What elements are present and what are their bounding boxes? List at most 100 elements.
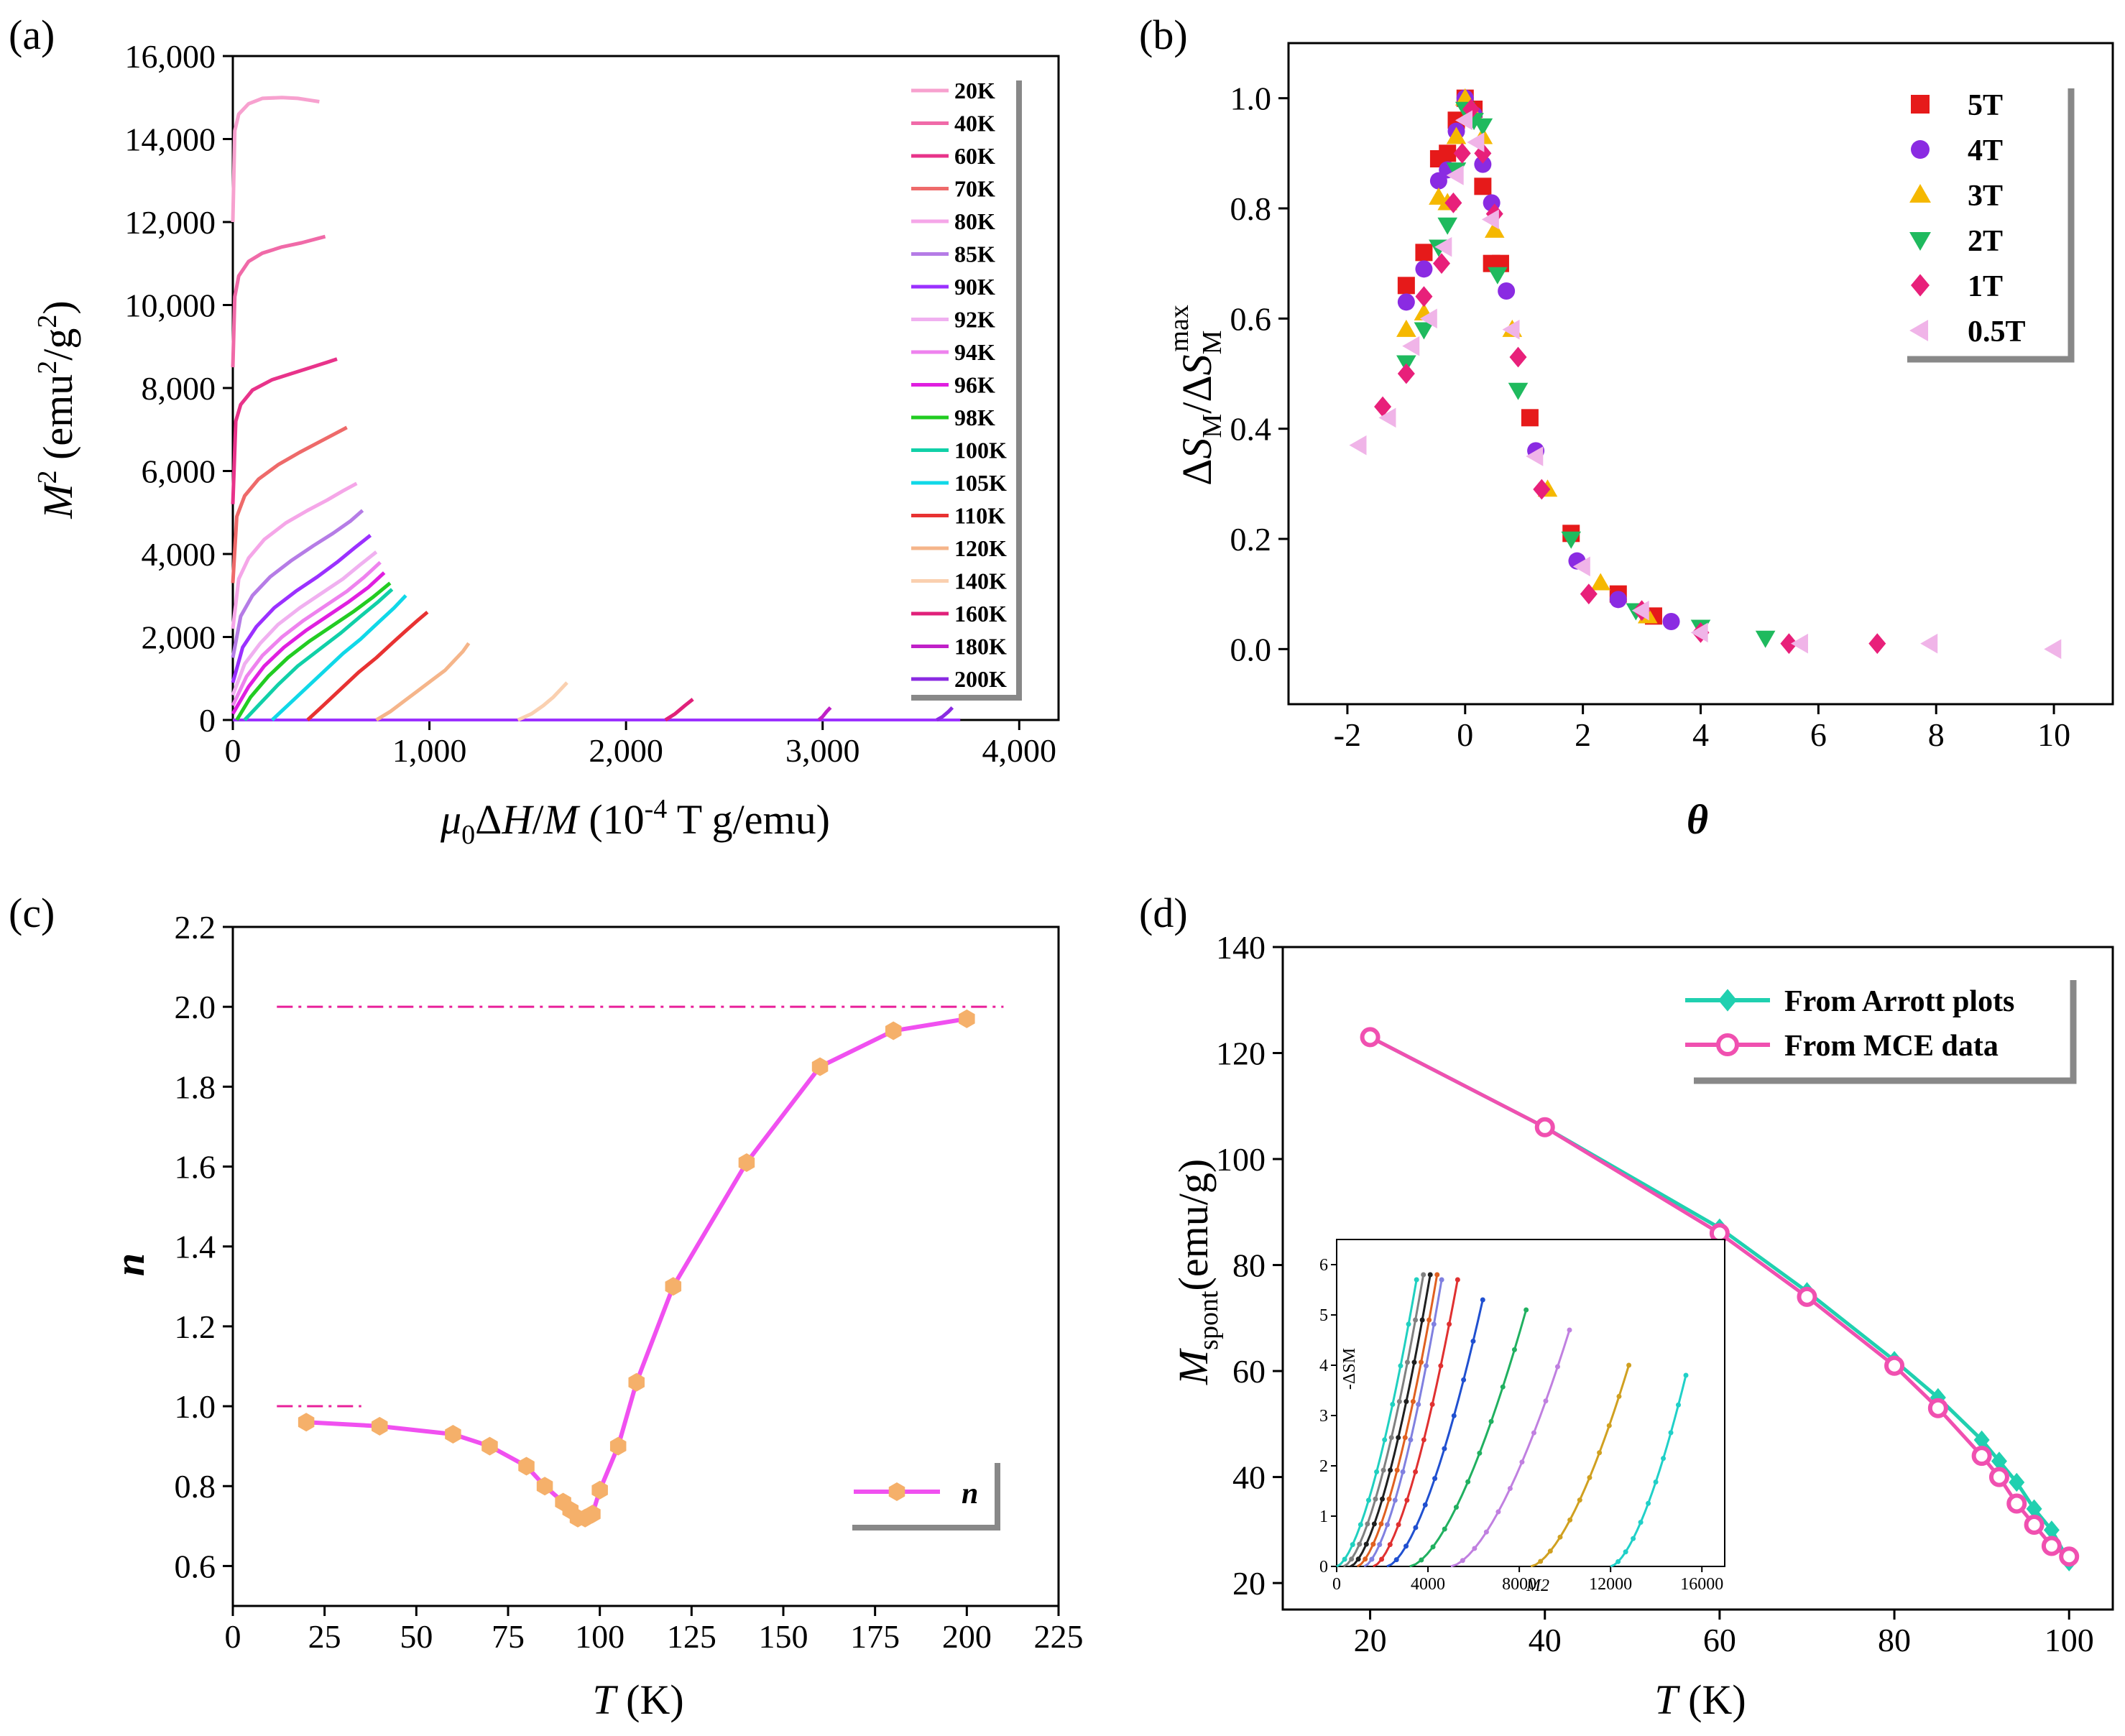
d-inset-point-7 <box>1524 1307 1529 1313</box>
d-legend-marker-0 <box>1718 989 1737 1012</box>
b-point-4T <box>1498 282 1516 300</box>
b-legend-marker-5T <box>1911 95 1930 114</box>
d-inset-point-0 <box>1390 1402 1396 1408</box>
b-point-0.5T <box>1378 407 1396 428</box>
b-point-5T <box>1397 277 1415 295</box>
b-point-0.5T <box>1455 110 1472 131</box>
d-inset-ytick-label: 1 <box>1319 1508 1328 1526</box>
d-inset-point-8 <box>1483 1529 1489 1535</box>
d-inset-point-7 <box>1419 1557 1424 1563</box>
a-series-40K <box>231 234 326 368</box>
d-inset-point-10 <box>1661 1456 1667 1462</box>
c-legend-shadow <box>852 1463 1000 1530</box>
c-point-n <box>445 1424 461 1444</box>
d-inset-point-8 <box>1507 1485 1513 1491</box>
d-inset-point-4 <box>1439 1277 1444 1283</box>
d-inset-point-7 <box>1453 1505 1459 1510</box>
d-xtick-label: 40 <box>1529 1622 1562 1658</box>
a-legend-label-160K: 160K <box>954 601 1007 627</box>
d-inset-point-1 <box>1357 1541 1363 1547</box>
d-inset-point-10 <box>1646 1500 1651 1506</box>
d-inset-ylabel: -ΔSM <box>1340 1348 1359 1390</box>
a-legend-shadow <box>911 80 1022 701</box>
b-legend-label-3T: 3T <box>1968 180 2003 213</box>
b-point-4T <box>1662 613 1680 630</box>
d-point-1 <box>1971 1446 1992 1467</box>
d-inset-point-8 <box>1554 1364 1560 1370</box>
d-inset-point-1 <box>1421 1272 1426 1278</box>
b-xtick-label: 4 <box>1692 716 1709 753</box>
b-xtick-label: 2 <box>1575 716 1591 753</box>
b-point-5T <box>1474 177 1492 195</box>
d-point-1 <box>2006 1493 2027 1514</box>
d-inset-ytick-label: 3 <box>1319 1407 1328 1426</box>
a-ytick-label: 12,000 <box>125 204 216 241</box>
a-series-85K <box>231 509 364 658</box>
d-inset-point-2 <box>1388 1467 1393 1473</box>
b-point-2T <box>1488 267 1508 285</box>
a-legend-label-92K: 92K <box>954 307 995 333</box>
d-inset-point-3 <box>1370 1541 1376 1547</box>
d-inset-xtick-label: 4000 <box>1411 1575 1445 1594</box>
b-point-1T <box>1780 633 1798 655</box>
d-inset-ytick-label: 6 <box>1319 1256 1328 1275</box>
b-point-3T <box>1396 319 1416 337</box>
a-xtick-label: 0 <box>225 732 241 769</box>
d-inset-point-9 <box>1606 1423 1612 1428</box>
d-ytick-label: 20 <box>1232 1565 1266 1602</box>
d-inset-point-7 <box>1488 1418 1494 1424</box>
d-inset-point-1 <box>1413 1317 1419 1323</box>
d-inset-point-9 <box>1557 1534 1563 1540</box>
d-inset-point-5 <box>1438 1363 1444 1369</box>
panel-b: (b) -2 0 2 4 6 8 10 0.0 0.2 0.4 0.6 0.8 1.0 θ ΔSM/ΔS… <box>1139 11 2114 843</box>
b-point-5T <box>1439 144 1457 162</box>
d-inset-point-7 <box>1511 1347 1517 1352</box>
c-xtick-label: 125 <box>667 1618 716 1655</box>
d-inset-point-1 <box>1388 1435 1394 1441</box>
b-point-0.5T <box>2044 639 2062 660</box>
d-inset-point-7 <box>1500 1384 1506 1390</box>
d-inset-point-5 <box>1396 1522 1401 1528</box>
d-point-1 <box>1360 1027 1380 1048</box>
d-inset-point-0 <box>1365 1497 1371 1503</box>
a-xtick-label: 3,000 <box>785 732 860 769</box>
b-point-3T <box>1446 126 1467 144</box>
d-inset-point-1 <box>1404 1359 1410 1365</box>
d-inset-point-2 <box>1363 1541 1369 1547</box>
a-legend-label-60K: 60K <box>954 143 995 169</box>
d-point-1 <box>1534 1117 1555 1137</box>
panel-c-letter: (c) <box>9 890 55 936</box>
a-series-92K <box>231 550 378 696</box>
d-inset-point-4 <box>1385 1522 1391 1528</box>
d-point-1 <box>1927 1398 1948 1418</box>
panel-c-xlabel: T (K) <box>592 1676 683 1723</box>
d-inset-point-6 <box>1442 1446 1447 1451</box>
c-point-n <box>885 1021 902 1040</box>
b-legend-marker-2T <box>1909 231 1931 251</box>
d-point-1 <box>2041 1536 2062 1556</box>
d-inset-point-6 <box>1393 1557 1399 1563</box>
c-point-n <box>298 1413 315 1432</box>
d-inset-point-8 <box>1519 1459 1525 1465</box>
d-legend-shadow <box>1694 980 2077 1084</box>
b-xtick-label: 8 <box>1928 716 1945 753</box>
b-point-0.5T <box>1572 556 1590 577</box>
b-point-1T <box>1397 363 1415 384</box>
d-inset-point-6 <box>1451 1413 1457 1418</box>
a-xtick-label: 2,000 <box>589 732 663 769</box>
d-point-0 <box>1930 1388 1946 1408</box>
c-point-n <box>536 1477 553 1496</box>
c-ytick-label: 2.2 <box>175 909 216 946</box>
d-inset-point-6 <box>1413 1525 1419 1530</box>
b-point-4T <box>1474 155 1492 173</box>
a-ytick-label: 10,000 <box>125 287 216 324</box>
a-legend-label-85K: 85K <box>954 241 995 267</box>
c-xtick-label: 50 <box>400 1618 433 1655</box>
d-inset-point-2 <box>1380 1496 1386 1502</box>
c-point-n <box>609 1436 627 1456</box>
panel-d-legend: From Arrott plots From MCE data <box>1685 980 2077 1084</box>
c-xtick-label: 150 <box>759 1618 808 1655</box>
b-legend-label-5T: 5T <box>1968 89 2003 122</box>
d-inset-point-8 <box>1460 1558 1465 1564</box>
